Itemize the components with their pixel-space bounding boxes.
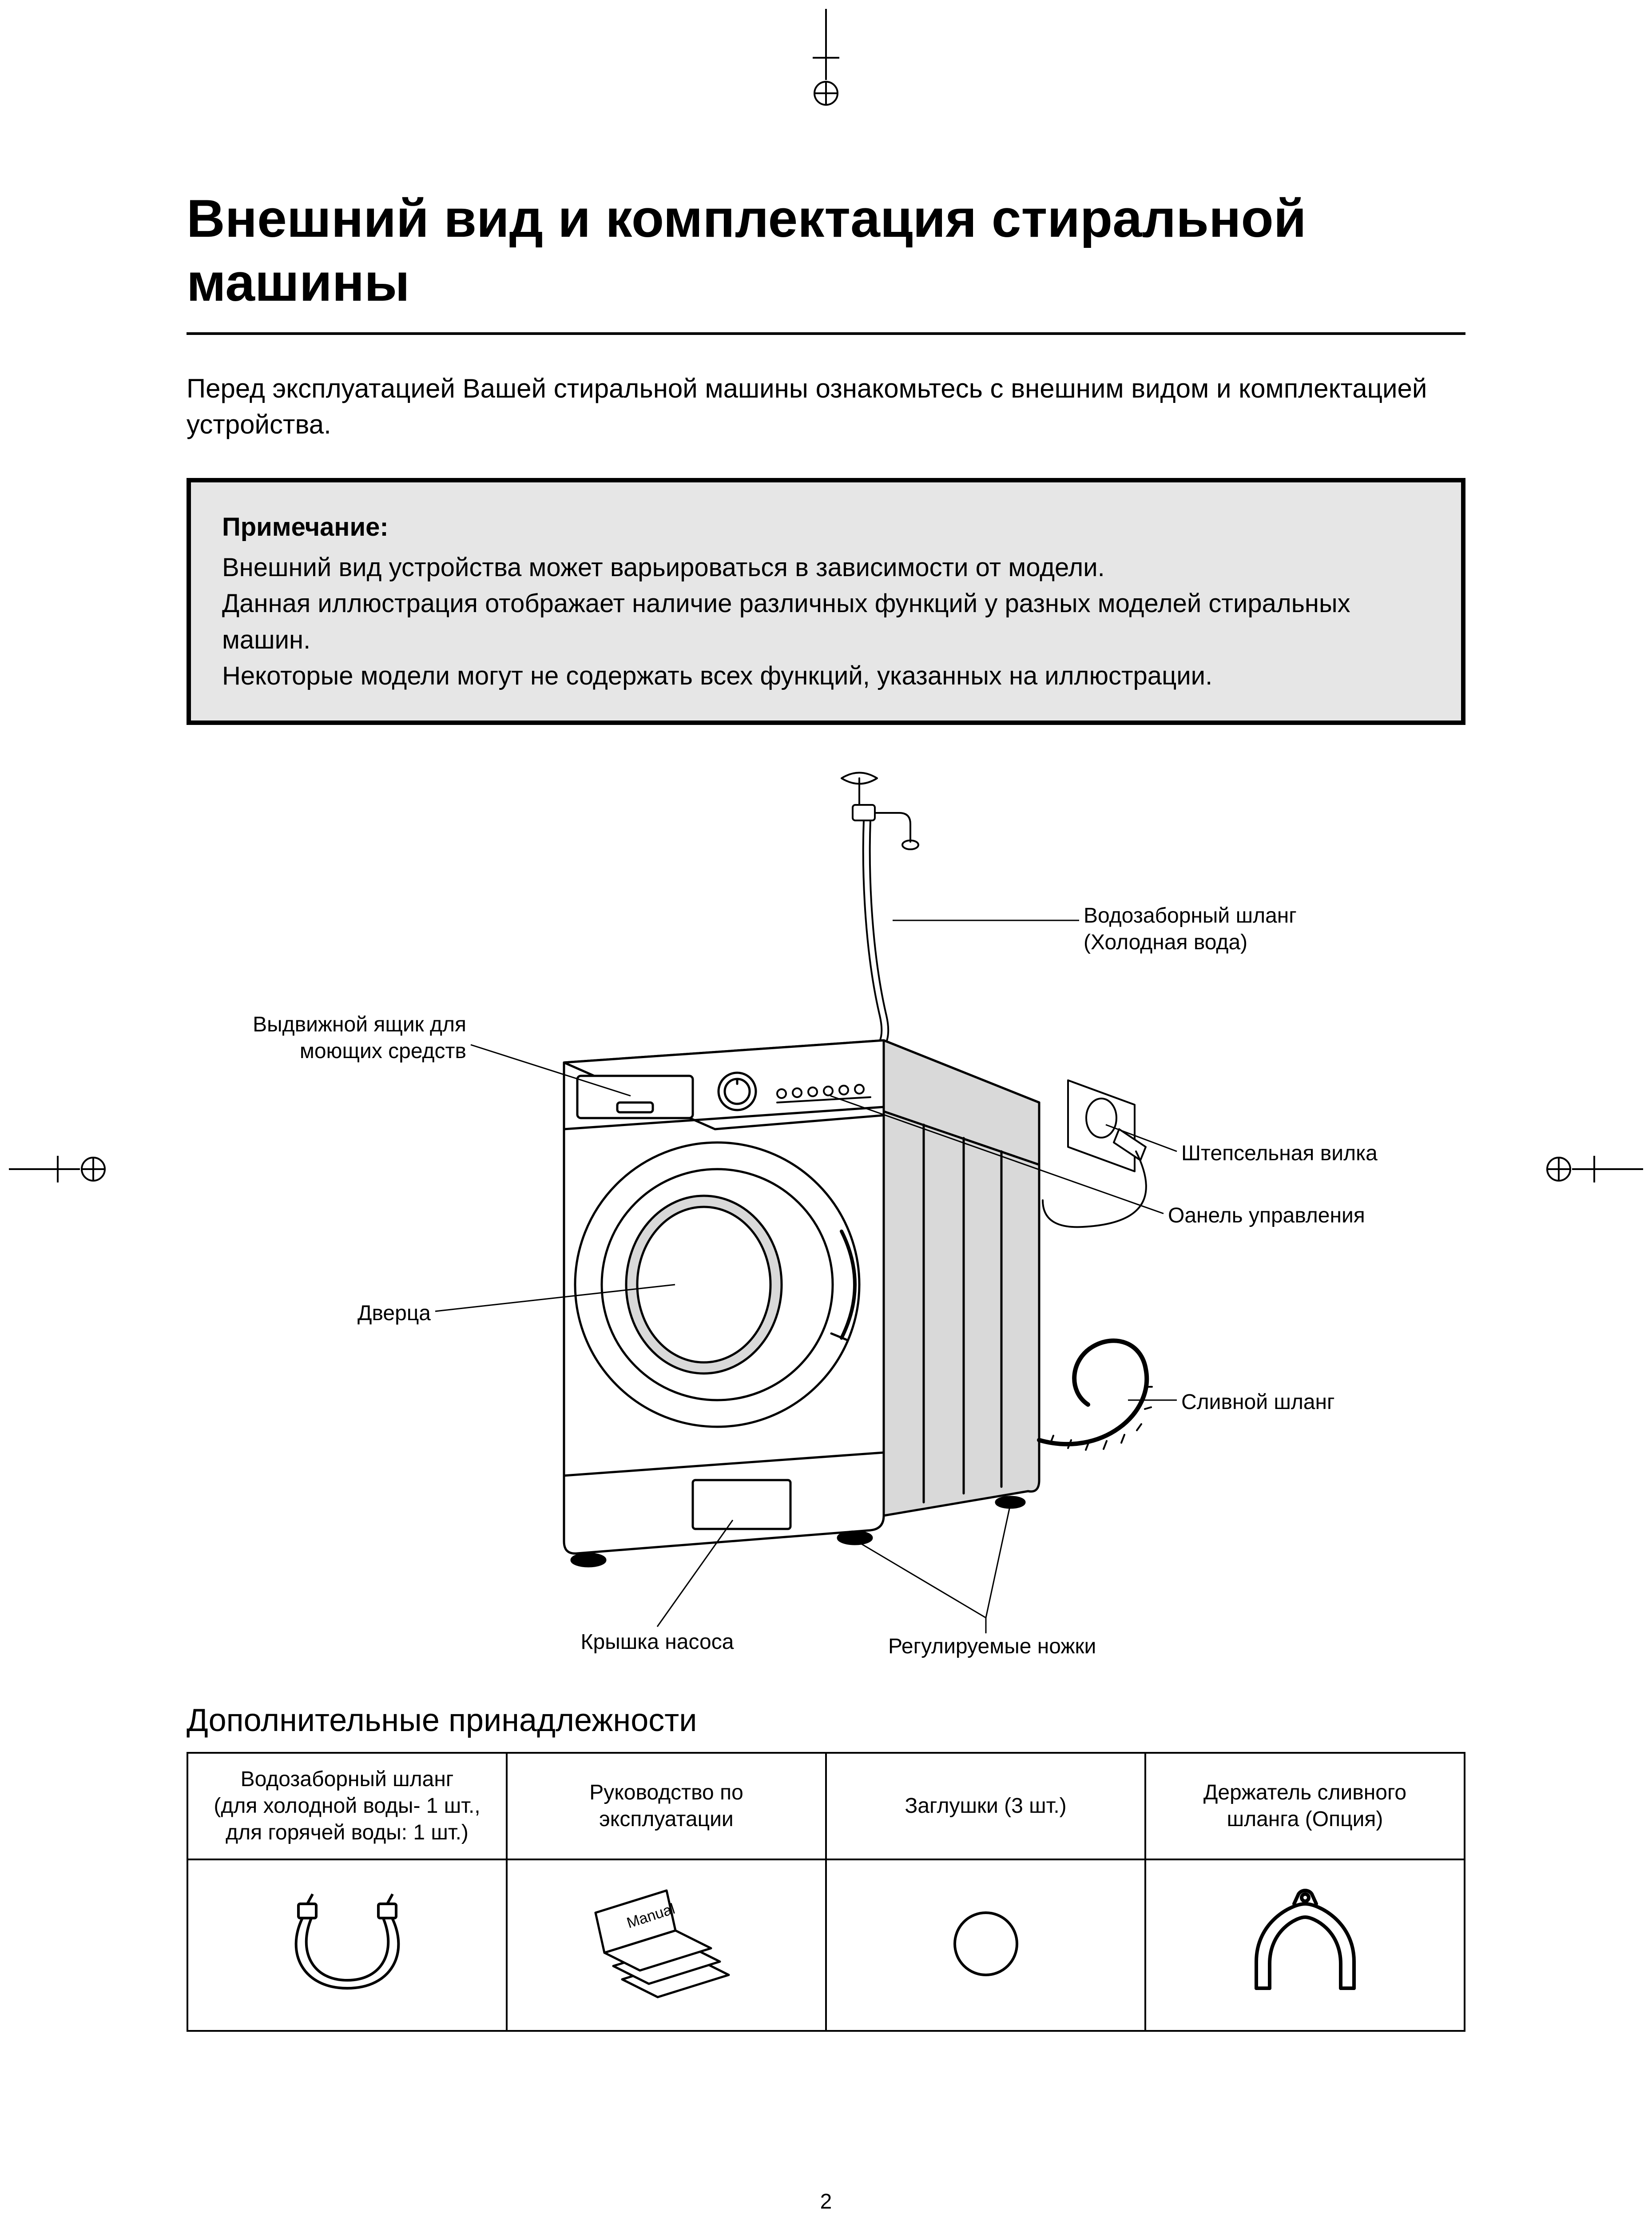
- label-feet: Регулируемые ножки: [888, 1633, 1084, 1660]
- accessories-table: Водозаборный шланг(для холодной воды- 1 …: [187, 1752, 1465, 2032]
- note-line: Некоторые модели могут не содержать всех…: [222, 658, 1430, 694]
- plug-cap-icon: [941, 1899, 1030, 1988]
- acc-cell-holder: [1145, 1859, 1465, 2031]
- label-detergent-drawer: Выдвижной ящик для моющих средств: [204, 1011, 466, 1065]
- hose-holder-icon: [1239, 1886, 1372, 2002]
- intro-text: Перед эксплуатацией Вашей стиральной маш…: [187, 370, 1465, 442]
- note-line: Данная иллюстрация отображает наличие ра…: [222, 585, 1430, 657]
- acc-cell-plugs: [826, 1859, 1145, 2031]
- label-control-panel: Оанель управления: [1168, 1202, 1365, 1229]
- crop-mark-right: [1545, 1156, 1643, 1182]
- page-number: 2: [820, 2189, 832, 2214]
- label-door: Дверца: [333, 1300, 431, 1327]
- label-pump-cover: Крышка насоса: [573, 1629, 742, 1656]
- manual-icon: Manual: [587, 1886, 747, 2002]
- note-box: Примечание: Внешний вид устройства может…: [187, 478, 1465, 725]
- crop-mark-left: [9, 1156, 107, 1182]
- acc-col-header: Руководство поэксплуатации: [507, 1753, 826, 1859]
- label-inlet-hose: Водозаборный шланг (Холодная вода): [1084, 903, 1297, 956]
- acc-cell-manual: Manual: [507, 1859, 826, 2031]
- hose-icon: [276, 1886, 418, 2002]
- acc-cell-hose: [187, 1859, 507, 2031]
- note-heading: Примечание:: [222, 509, 1430, 545]
- acc-col-header: Водозаборный шланг(для холодной воды- 1 …: [187, 1753, 507, 1859]
- note-line: Внешний вид устройства может варьировать…: [222, 549, 1430, 585]
- acc-col-header: Заглушки (3 шт.): [826, 1753, 1145, 1859]
- page-title: Внешний вид и комплектация стиральной ма…: [187, 187, 1465, 314]
- title-rule: [187, 332, 1465, 335]
- acc-col-header: Держатель сливногошланга (Опция): [1145, 1753, 1465, 1859]
- machine-diagram: Водозаборный шланг (Холодная вода) Выдви…: [187, 765, 1465, 1676]
- crop-mark-top: [813, 9, 839, 107]
- accessories-title: Дополнительные принадлежности: [187, 1702, 1465, 1739]
- label-plug: Штепсельная вилка: [1181, 1140, 1378, 1167]
- label-drain-hose: Сливной шланг: [1181, 1389, 1335, 1416]
